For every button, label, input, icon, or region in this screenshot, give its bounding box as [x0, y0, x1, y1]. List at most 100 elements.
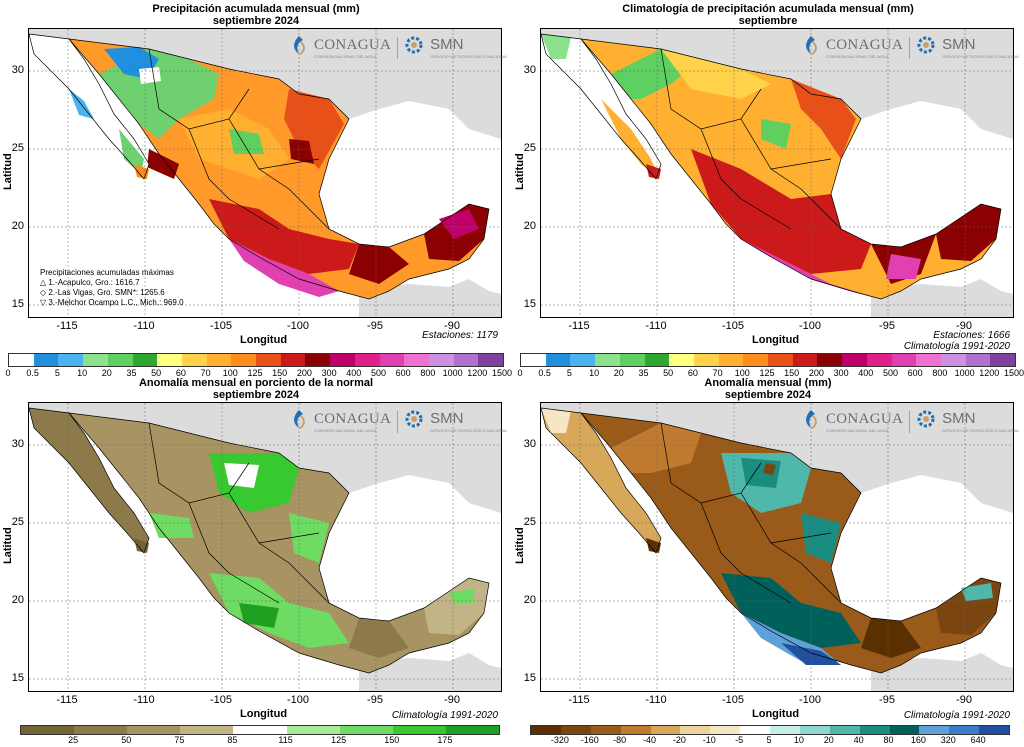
diamond-icon: ◇ — [40, 288, 49, 297]
colorbar-label: 175 — [437, 735, 453, 745]
colorbar-label: 70 — [200, 368, 211, 378]
legend-item: ▽ 3.-Melchor Ocampo L.C., Mich.: 969.0 — [40, 298, 184, 307]
climatology-note: Climatología 1991-2020 — [903, 710, 1010, 721]
logo-separator — [397, 36, 399, 59]
x-tick: -100 — [798, 320, 822, 332]
colorbar-swatch — [619, 354, 645, 366]
colorbar-swatch — [644, 354, 670, 366]
conagua-logo-subtitle: COMISIÓN NACIONAL DEL AGUA — [826, 428, 889, 433]
x-axis-label: Longitud — [752, 708, 800, 720]
smn-logo-text: SMN — [942, 410, 976, 427]
smn-logo-icon — [404, 409, 424, 434]
colorbar-swatch — [799, 726, 830, 734]
y-tick: 30 — [523, 64, 536, 76]
colorbar-swatch — [842, 354, 867, 366]
colorbar-label: 20 — [101, 368, 112, 378]
colorbar-swatch — [478, 354, 504, 366]
y-tick: 15 — [523, 298, 536, 310]
colorbar-label: 125 — [759, 368, 775, 378]
colorbar-label: 400 — [346, 368, 362, 378]
colorbar-swatch — [256, 354, 281, 366]
smn-logo-text: SMN — [430, 410, 464, 427]
colorbar-swatch — [669, 354, 694, 366]
colorbar-swatch — [940, 354, 966, 366]
panel-climatology: Climatología de precipitación acumulada … — [512, 0, 1024, 372]
map-svg-anom — [541, 403, 1013, 691]
colorbar-label: 50 — [663, 368, 674, 378]
smn-logo-subtitle: SERVICIO METEOROLÓGICO NACIONAL — [430, 428, 508, 433]
climatology-note: Climatología 1991-2020 — [903, 341, 1010, 352]
colorbar-label: 300 — [833, 368, 849, 378]
colorbar-swatch — [650, 726, 681, 734]
y-axis-label: Latitud — [2, 527, 14, 564]
panel-title: Anomalía mensual (mm) — [704, 377, 832, 389]
panel-percent-anomaly: Anomalía mensual en porciento de la norm… — [0, 374, 512, 745]
colorbar-label: 0.5 — [26, 368, 39, 378]
colorbar-swatch — [58, 354, 84, 366]
colorbar-label: 800 — [420, 368, 436, 378]
panel-title: Precipitación acumulada mensual (mm) — [152, 3, 360, 15]
map-svg-precip — [29, 29, 501, 317]
colorbar-swatch — [74, 726, 128, 734]
conagua-logo-text: CONAGUA — [314, 37, 392, 53]
colorbar-label: 70 — [712, 368, 723, 378]
colorbar-swatch — [620, 726, 651, 734]
x-tick: -105 — [209, 694, 233, 706]
map-svg-clim — [541, 29, 1013, 317]
y-tick: 20 — [523, 594, 536, 606]
max-precip-legend: Precipitaciones acumuladas máximas △ 1.-… — [40, 268, 184, 308]
logo-separator — [909, 410, 911, 433]
y-tick: 25 — [11, 516, 24, 528]
conagua-logo-subtitle: COMISIÓN NACIONAL DEL AGUA — [314, 428, 377, 433]
colorbar-label: 150 — [384, 735, 400, 745]
conagua-logo-icon — [290, 408, 308, 435]
colorbar-swatch — [740, 726, 770, 734]
colorbar-swatch — [453, 354, 479, 366]
y-tick: 15 — [11, 298, 24, 310]
colorbar-label: -320 — [550, 735, 569, 745]
colorbar-swatch — [889, 726, 920, 734]
climatology-note: Climatología 1991-2020 — [391, 710, 498, 721]
x-tick: -100 — [798, 694, 822, 706]
colorbar-label: 125 — [247, 368, 263, 378]
colorbar-swatch — [286, 726, 340, 734]
colorbar-swatch — [404, 354, 429, 366]
colorbar-swatch — [680, 726, 711, 734]
x-tick: -115 — [56, 320, 78, 332]
colorbar-label: 1000 — [442, 368, 463, 378]
smn-logo-text: SMN — [430, 36, 464, 53]
colorbar-swatch — [280, 354, 306, 366]
colorbar-swatch — [545, 354, 571, 366]
colorbar-label: 50 — [121, 735, 132, 745]
y-tick: 25 — [523, 516, 536, 528]
colorbar-swatch — [21, 726, 75, 734]
colorbar-swatch — [817, 354, 843, 366]
colorbar-label: 125 — [331, 735, 347, 745]
x-tick: -110 — [133, 320, 155, 332]
colorbar-swatch — [916, 354, 941, 366]
colorbar-swatch — [354, 354, 380, 366]
colorbar-swatch — [590, 726, 621, 734]
x-tick: -90 — [444, 320, 460, 332]
colorbar-label: 200 — [808, 368, 824, 378]
conagua-logo-icon — [802, 408, 820, 435]
colorbar-swatch — [866, 354, 892, 366]
colorbar-label: 800 — [932, 368, 948, 378]
y-axis-label: Latitud — [514, 527, 526, 564]
colorbar-swatch — [792, 354, 818, 366]
y-axis-label: Latitud — [2, 153, 14, 190]
x-tick: -110 — [645, 320, 667, 332]
smn-logo-icon — [404, 35, 424, 60]
legend-title: Precipitaciones acumuladas máximas — [40, 268, 174, 277]
y-tick: 20 — [11, 220, 24, 232]
stations-note: Estaciones: 1179 — [422, 330, 498, 341]
colorbar-label: 300 — [321, 368, 337, 378]
colorbar — [20, 725, 500, 735]
colorbar-label: 35 — [126, 368, 137, 378]
logo-separator — [909, 36, 911, 59]
y-tick: 30 — [523, 438, 536, 450]
smn-logo-subtitle: SERVICIO METEOROLÓGICO NACIONAL — [430, 54, 508, 59]
smn-logo-subtitle: SERVICIO METEOROLÓGICO NACIONAL — [942, 428, 1020, 433]
legend-item: ◇ 2.-Las Vigas, Gro. SMN*: 1265.6 — [40, 288, 165, 297]
colorbar-label: -80 — [613, 735, 627, 745]
